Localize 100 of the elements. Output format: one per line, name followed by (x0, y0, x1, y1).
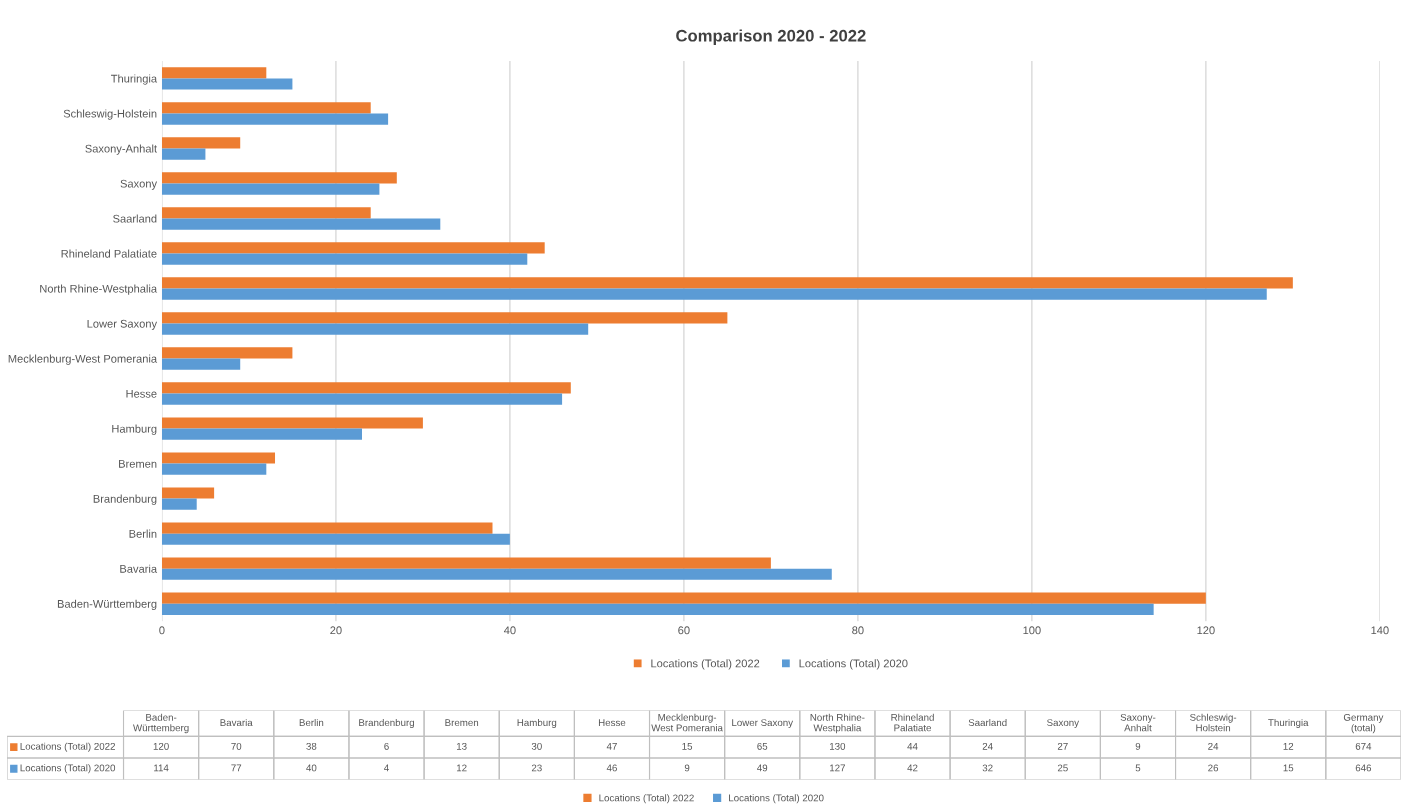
data-label: 15 (1283, 764, 1294, 772)
category-label: Rhineland Palatiate (891, 713, 934, 732)
data-label: 5 (1135, 764, 1141, 772)
bar (161, 78, 293, 90)
bar (161, 148, 206, 160)
data-label: 49 (757, 764, 768, 772)
category-label: North Rhine-Westphalia (810, 713, 865, 734)
data-label: 9 (684, 764, 690, 772)
data-label: 130 (830, 742, 846, 750)
category-label: Hamburg (517, 718, 557, 728)
bar (161, 417, 423, 429)
data-label: 114 (154, 764, 169, 772)
data-label: 30 (531, 742, 542, 750)
category-label: Thuringia (1268, 718, 1309, 728)
bar (161, 347, 293, 359)
data-label: 120 (153, 742, 169, 750)
y-tick-label: Thuringia (110, 74, 158, 85)
data-label: 15 (682, 742, 693, 750)
text: Locations (Total) 2020 (729, 794, 824, 804)
data-label: 646 (1355, 764, 1372, 772)
data-label: 12 (1283, 742, 1294, 750)
data-label: 26 (1208, 764, 1219, 772)
y-tick-label: Hamburg (112, 424, 157, 435)
chart-title: Comparison 2020 - 2022 (676, 29, 866, 45)
bar (161, 498, 197, 510)
bar (161, 393, 563, 405)
y-tick-label: Brandenburg (93, 494, 157, 505)
bar (161, 382, 571, 394)
legend-label: Locations (Total) 2022 (20, 742, 115, 752)
x-tick-label: 20 (330, 626, 342, 635)
category-label: Schleswig-Holstein (1190, 713, 1237, 732)
data-label: 47 (606, 742, 617, 750)
bar (161, 323, 589, 335)
bar (161, 428, 363, 440)
data-label: 13 (457, 742, 467, 750)
bar (161, 242, 545, 254)
bar (161, 603, 1154, 615)
bar (161, 592, 1206, 604)
bar (161, 557, 771, 569)
data-label: 32 (982, 764, 993, 772)
y-tick-label: Bremen (119, 459, 157, 468)
data-label: 24 (1208, 742, 1219, 750)
data-label: 674 (1355, 742, 1372, 750)
bar (161, 172, 397, 184)
category-label: Bavaria (220, 718, 253, 727)
y-tick-label: Baden-Württemberg (57, 599, 157, 610)
bar (161, 277, 1293, 289)
data-label: 40 (306, 764, 317, 772)
x-tick-label: 80 (852, 626, 864, 635)
bar (161, 67, 267, 79)
y-tick-label: Saarland (113, 214, 157, 223)
bar (161, 288, 1267, 300)
data-label: 4 (384, 764, 389, 772)
x-tick-label: 140 (1371, 626, 1389, 635)
data-label: 70 (231, 742, 242, 750)
category-label: Mecklenburg-West Pomerania (651, 713, 723, 732)
bar (161, 358, 241, 370)
y-tick-label: Mecklenburg-West Pomerania (8, 354, 158, 365)
y-tick-label: Hesse (126, 389, 157, 398)
x-tick-label: 120 (1197, 626, 1215, 635)
data-label: 24 (982, 742, 993, 750)
data-label: 42 (907, 764, 918, 772)
category-label: Germany (total) (1343, 713, 1384, 734)
text: Locations (Total) 2022 (599, 794, 694, 804)
data-label: 38 (306, 742, 317, 750)
y-tick-label: Bavaria (120, 564, 158, 573)
category-label: Saxony-Anhalt (1120, 713, 1156, 732)
data-label: 27 (1057, 742, 1068, 750)
bar (161, 487, 215, 499)
category-label: Brandenburg (359, 718, 414, 728)
bar (161, 312, 728, 324)
bar (161, 452, 276, 464)
y-tick-label: Schleswig-Holstein (63, 109, 157, 120)
category-label: Lower Saxony (732, 719, 794, 728)
data-label: 77 (231, 764, 242, 772)
category-label: Berlin (299, 718, 324, 727)
legend-label: Locations (Total) 2020 (799, 659, 908, 670)
bar (161, 137, 241, 149)
x-tick-label: 60 (678, 626, 690, 635)
data-label: 65 (757, 742, 768, 750)
bar (161, 463, 267, 475)
y-tick-label: Saxony (120, 179, 158, 190)
x-tick-label: 0 (159, 626, 165, 635)
data-label: 25 (1057, 764, 1068, 772)
data-label: 127 (830, 764, 845, 772)
x-tick-label: 100 (1023, 626, 1041, 635)
data-label: 23 (531, 764, 542, 772)
legend-label: Locations (Total) 2020 (20, 764, 116, 774)
category-label: Saarland (968, 718, 1007, 727)
data-label: 46 (606, 764, 617, 772)
y-tick-label: Rhineland Palatiate (61, 249, 157, 258)
category-label: Bremen (445, 719, 479, 727)
bar (161, 207, 371, 219)
y-tick-label: Berlin (129, 529, 157, 538)
bar (161, 568, 832, 580)
y-tick-label: Saxony-Anhalt (85, 144, 157, 155)
bar (161, 218, 441, 230)
legend-label: Locations (Total) 2022 (651, 659, 760, 670)
data-label: 12 (457, 764, 467, 772)
bar (161, 183, 380, 195)
